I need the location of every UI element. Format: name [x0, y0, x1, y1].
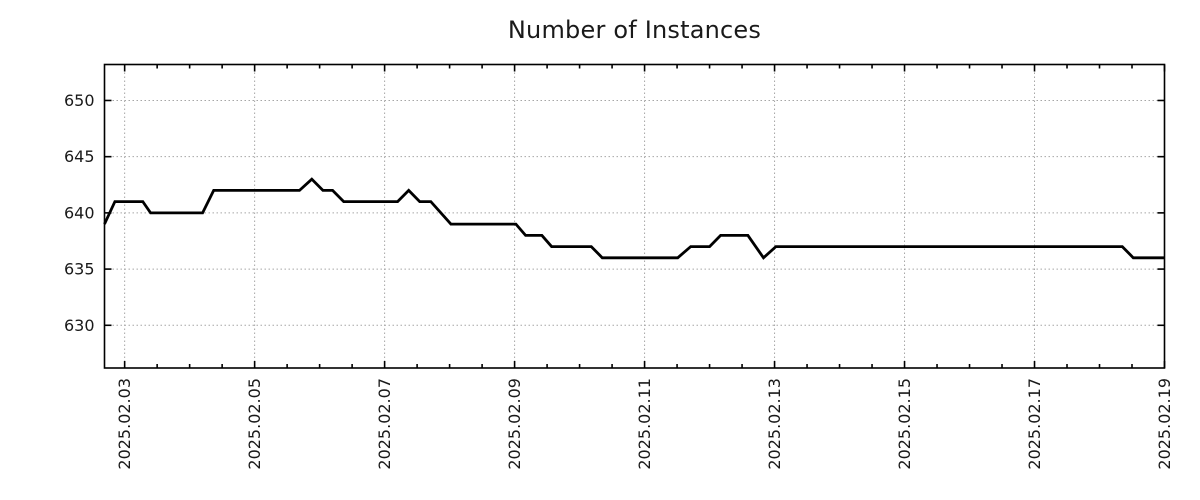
y-tick-label: 645	[64, 147, 95, 166]
plot-border	[103, 63, 1166, 369]
x-tick-label: 2025.02.09	[505, 378, 524, 470]
x-tick-label: 2025.02.17	[1025, 378, 1044, 470]
y-tick-label: 640	[64, 203, 95, 222]
chart-title: Number of Instances	[507, 16, 762, 44]
x-tick-label: 2025.02.07	[375, 378, 394, 470]
x-tick-label: 2025.02.03	[115, 378, 134, 470]
x-tick-label: 2025.02.13	[765, 378, 784, 470]
x-tick-label: 2025.02.19	[1155, 378, 1174, 470]
y-tick-label: 630	[64, 316, 95, 335]
y-tick-label: 650	[64, 91, 95, 110]
y-tick-label: 635	[64, 260, 95, 279]
data-line-instances	[103, 177, 1165, 260]
x-tick-label: 2025.02.05	[245, 378, 264, 470]
x-tick-label: 2025.02.11	[635, 378, 654, 470]
x-tick-label: 2025.02.15	[895, 378, 914, 470]
